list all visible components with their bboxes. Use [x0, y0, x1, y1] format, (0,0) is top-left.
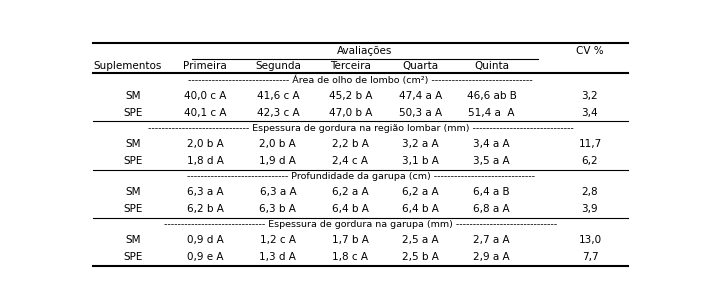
Text: 40,0 c A: 40,0 c A: [184, 91, 227, 101]
Text: 2,5 b A: 2,5 b A: [402, 252, 439, 262]
Text: ------------------------------ Profundidade da garupa (cm) ---------------------: ------------------------------ Profundid…: [187, 172, 535, 181]
Text: 42,3 c A: 42,3 c A: [256, 108, 299, 118]
Text: 1,8 d A: 1,8 d A: [187, 156, 224, 166]
Text: 6,4 b A: 6,4 b A: [402, 204, 439, 214]
Text: 2,0 b A: 2,0 b A: [260, 139, 296, 149]
Text: 3,4 a A: 3,4 a A: [473, 139, 510, 149]
Text: SM: SM: [125, 235, 141, 245]
Text: 3,2 a A: 3,2 a A: [402, 139, 439, 149]
Text: 40,1 c A: 40,1 c A: [184, 108, 227, 118]
Text: Avaliações: Avaliações: [337, 46, 393, 56]
Text: 2,9 a A: 2,9 a A: [473, 252, 510, 262]
Text: Terceira: Terceira: [330, 61, 371, 71]
Text: Primeira: Primeira: [184, 61, 227, 71]
Text: SM: SM: [125, 139, 141, 149]
Text: 6,2 a A: 6,2 a A: [332, 187, 369, 197]
Text: 6,3 a A: 6,3 a A: [187, 187, 224, 197]
Text: 3,9: 3,9: [582, 204, 598, 214]
Text: 41,6 c A: 41,6 c A: [256, 91, 299, 101]
Text: ------------------------------ Espessura de gordura na região lombar (mm) ------: ------------------------------ Espessura…: [148, 124, 574, 133]
Text: ------------------------------ Espessura de gordura na garupa (mm) -------------: ------------------------------ Espessura…: [164, 220, 558, 229]
Text: 6,3 b A: 6,3 b A: [260, 204, 296, 214]
Text: Quinta: Quinta: [474, 61, 509, 71]
Text: 46,6 ab B: 46,6 ab B: [467, 91, 517, 101]
Text: 1,8 c A: 1,8 c A: [332, 252, 368, 262]
Text: 2,8: 2,8: [582, 187, 598, 197]
Text: 3,5 a A: 3,5 a A: [473, 156, 510, 166]
Text: 7,7: 7,7: [582, 252, 598, 262]
Text: 2,5 a A: 2,5 a A: [402, 235, 439, 245]
Text: 6,4 a B: 6,4 a B: [473, 187, 510, 197]
Text: SPE: SPE: [123, 204, 142, 214]
Text: 1,7 b A: 1,7 b A: [332, 235, 369, 245]
Text: SM: SM: [125, 91, 141, 101]
Text: SPE: SPE: [123, 252, 142, 262]
Text: 6,4 b A: 6,4 b A: [332, 204, 369, 214]
Text: SM: SM: [125, 187, 141, 197]
Text: CV %: CV %: [576, 46, 604, 56]
Text: 6,8 a A: 6,8 a A: [473, 204, 510, 214]
Text: 3,1 b A: 3,1 b A: [402, 156, 439, 166]
Text: 45,2 b A: 45,2 b A: [329, 91, 372, 101]
Text: 11,7: 11,7: [578, 139, 602, 149]
Text: Suplementos: Suplementos: [94, 61, 162, 71]
Text: 2,0 b A: 2,0 b A: [187, 139, 224, 149]
Text: 1,9 d A: 1,9 d A: [260, 156, 296, 166]
Text: 6,2 b A: 6,2 b A: [187, 204, 224, 214]
Text: 2,7 a A: 2,7 a A: [473, 235, 510, 245]
Text: 0,9 d A: 0,9 d A: [187, 235, 224, 245]
Text: 3,4: 3,4: [582, 108, 598, 118]
Text: 2,2 b A: 2,2 b A: [332, 139, 369, 149]
Text: 13,0: 13,0: [579, 235, 601, 245]
Text: SPE: SPE: [123, 156, 142, 166]
Text: 47,4 a A: 47,4 a A: [398, 91, 442, 101]
Text: 0,9 e A: 0,9 e A: [187, 252, 224, 262]
Text: SPE: SPE: [123, 108, 142, 118]
Text: 6,2 a A: 6,2 a A: [402, 187, 439, 197]
Text: ------------------------------ Área de olho de lombo (cm²) ---------------------: ------------------------------ Área de o…: [189, 76, 533, 85]
Text: Quarta: Quarta: [402, 61, 439, 71]
Text: 47,0 b A: 47,0 b A: [329, 108, 372, 118]
Text: 2,4 c A: 2,4 c A: [332, 156, 368, 166]
Text: 3,2: 3,2: [582, 91, 598, 101]
Text: 6,3 a A: 6,3 a A: [260, 187, 296, 197]
Text: 1,3 d A: 1,3 d A: [260, 252, 296, 262]
Text: 1,2 c A: 1,2 c A: [260, 235, 296, 245]
Text: 51,4 a  A: 51,4 a A: [468, 108, 515, 118]
Text: 6,2: 6,2: [582, 156, 598, 166]
Text: 50,3 a A: 50,3 a A: [398, 108, 442, 118]
Text: Segunda: Segunda: [255, 61, 301, 71]
